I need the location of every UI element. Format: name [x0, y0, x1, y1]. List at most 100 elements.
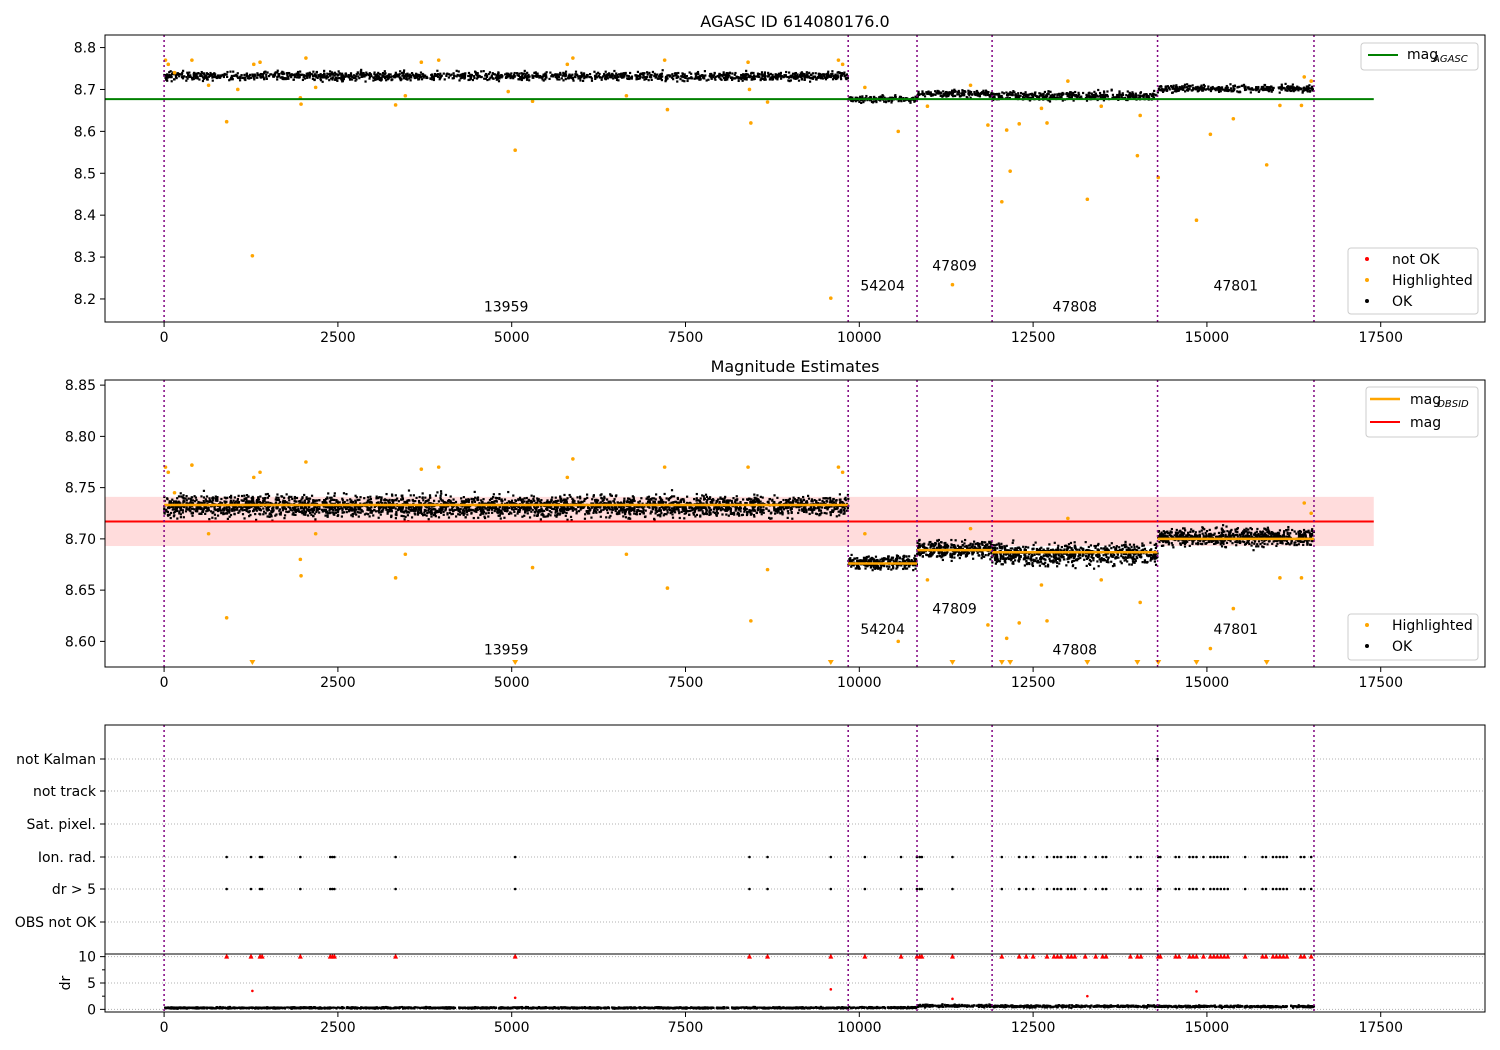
p0-ok-point [383, 76, 387, 79]
p0-ok-point [992, 92, 995, 95]
p0-ok-point [937, 90, 940, 93]
agasc-magnitude-panel: AGASC ID 614080176.013959542044780947808… [74, 12, 1486, 346]
p1-ok-point [819, 505, 822, 508]
p1-ok-point [208, 497, 211, 500]
p0-ok-point [1029, 96, 1032, 99]
p0-ok-point [883, 100, 886, 103]
p1-ok-point [558, 513, 561, 516]
p1-ok-point [204, 512, 207, 515]
p0-ok-point [186, 71, 189, 74]
p0-ok-point [1139, 91, 1143, 94]
p1-ok-point [667, 499, 670, 502]
p1-ok-point [729, 510, 732, 513]
p0-ok-point [897, 100, 900, 103]
p0-ok-point [656, 73, 659, 76]
p0-ok-point [664, 76, 667, 79]
p0-ok-point [681, 73, 685, 76]
p0-ok-point [953, 90, 956, 94]
p1-ok-point [615, 494, 618, 497]
p0-ok-point [737, 77, 740, 80]
p0-ok-point [606, 77, 609, 80]
p0-ok-point [1031, 95, 1035, 99]
p1-ok-point [704, 493, 708, 496]
p0-ok-point [243, 76, 246, 79]
p0-ok-point [621, 76, 625, 79]
p0-ok-point [830, 75, 833, 78]
p0-ok-point [622, 72, 626, 75]
p1-ok-point [281, 495, 284, 498]
p1-ok-point [666, 505, 670, 508]
p1-ok-point [500, 502, 503, 505]
p0-ok-point [1238, 85, 1241, 88]
p1-ok-point [355, 496, 358, 499]
p0-ok-point [1284, 82, 1287, 86]
p0-ok-point [1077, 93, 1081, 96]
p0-ok-point [1214, 89, 1217, 92]
p1-ok-point [202, 499, 205, 503]
p1-ok-point [831, 509, 834, 512]
p0-ok-point [553, 73, 557, 76]
p0-ok-point [1111, 96, 1114, 99]
p1-ok-point [509, 511, 512, 514]
p1-ok-point [811, 508, 815, 511]
p1-ok-point [815, 499, 818, 503]
p1-ok-point [349, 498, 352, 501]
p1-ok-point [509, 501, 512, 504]
p1-ok-point [745, 513, 749, 517]
p0-ok-point [845, 74, 848, 77]
p0-ok-point [1174, 85, 1178, 88]
p1-ok-point [455, 508, 459, 511]
p1-ok-point [579, 497, 582, 500]
p1-ok-point [483, 516, 487, 520]
p0-ok-point [326, 76, 330, 79]
p0-legend-swatch-1 [1365, 278, 1369, 282]
p0-ok-point [506, 74, 509, 77]
p0-ok-point [176, 72, 179, 75]
p0-x-tick-label: 7500 [668, 330, 704, 346]
p0-ok-point [1164, 85, 1167, 88]
p0-ok-point [597, 71, 600, 74]
p0-ok-point [936, 89, 939, 93]
p1-ok-point [459, 510, 462, 514]
p0-ok-point [520, 75, 524, 78]
p1-ok-point [240, 508, 243, 511]
p1-ok-point [304, 513, 307, 516]
p1-ok-point [447, 516, 451, 519]
p1-ok-point [306, 502, 309, 505]
p1-ok-point [243, 517, 246, 520]
p1-ok-point [329, 499, 333, 502]
p0-ok-point [812, 76, 815, 80]
p1-ok-point [599, 515, 602, 518]
p1-ok-point [179, 508, 183, 512]
p0-ok-point [274, 71, 277, 74]
p1-ok-point [341, 511, 344, 514]
p0-ok-point [1149, 93, 1152, 96]
p0-ok-point [1126, 90, 1129, 93]
p1-ok-point [308, 500, 311, 503]
p0-ok-point [1118, 91, 1121, 95]
p0-ok-point [988, 93, 992, 97]
p0-ok-point [998, 96, 1001, 99]
p1-ok-point [575, 510, 578, 513]
p0-ok-point [564, 73, 568, 76]
p0-ok-point [1049, 90, 1052, 93]
p0-ok-point [1011, 93, 1014, 97]
p0-ok-point [746, 73, 750, 76]
p1-ok-point [659, 509, 662, 512]
p0-ok-point [566, 77, 570, 80]
p1-ok-point [315, 506, 319, 510]
p0-ok-point [609, 76, 612, 79]
p0-ok-point [1305, 89, 1309, 92]
p1-ok-point [454, 508, 457, 511]
p0-ok-point [251, 73, 254, 76]
p0-ok-point [535, 72, 538, 75]
p1-ok-point [187, 497, 190, 500]
p1-ok-point [224, 502, 227, 505]
p0-ok-point [1258, 89, 1261, 92]
p0-ok-point [824, 78, 828, 81]
p1-ok-point [282, 507, 285, 510]
p0-highlighted-point [665, 107, 670, 112]
p0-ok-point [682, 75, 685, 79]
p1-ok-point [291, 497, 294, 501]
p1-ok-point [629, 501, 632, 504]
